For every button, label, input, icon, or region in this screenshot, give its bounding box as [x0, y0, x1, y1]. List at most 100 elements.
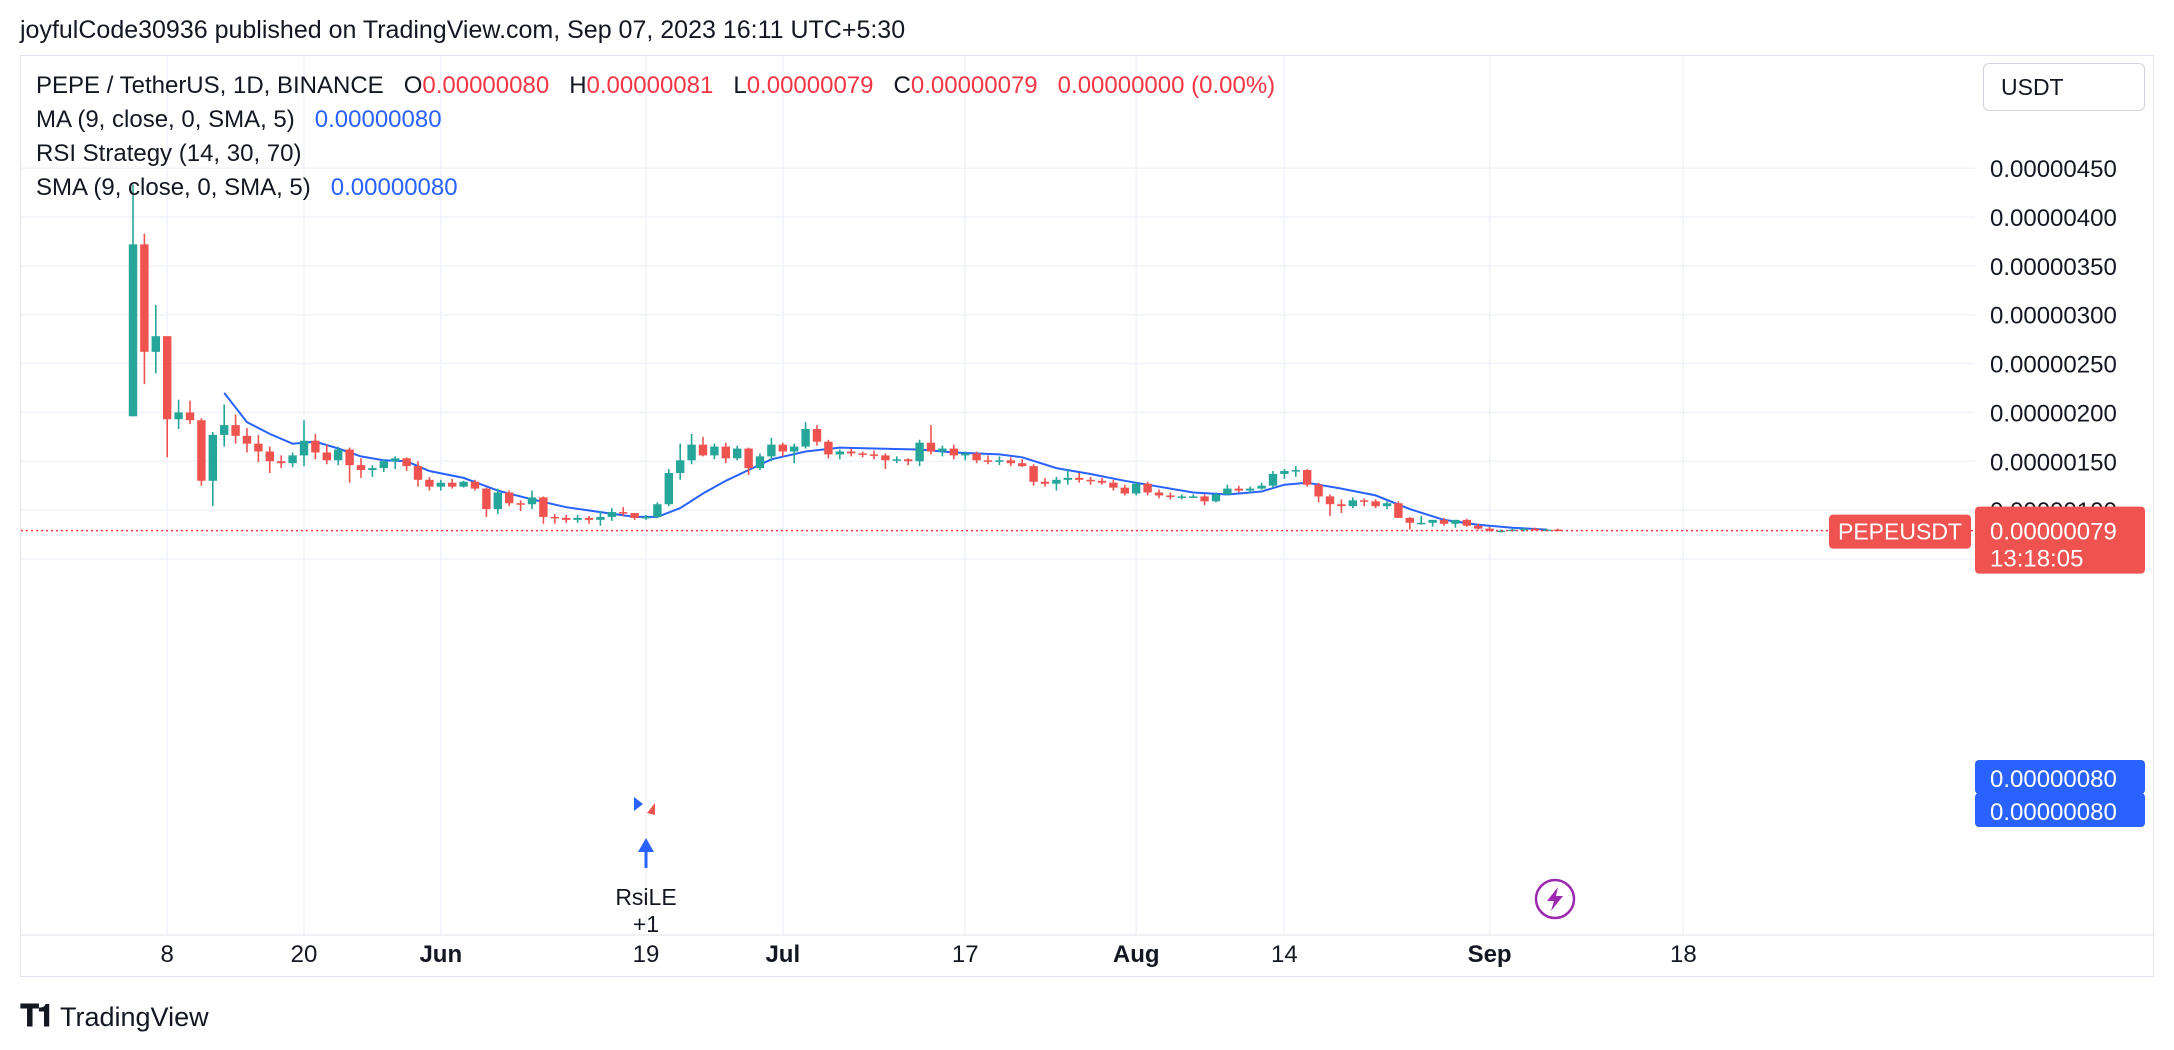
currency-button[interactable]: USDT: [1983, 63, 2145, 111]
candle: [1428, 519, 1437, 527]
candle-body: [345, 449, 354, 466]
candle: [1531, 527, 1540, 531]
candle: [995, 456, 1004, 466]
legend-close-label: C: [893, 72, 911, 99]
legend-high-label: H: [569, 72, 587, 99]
candle-body: [1519, 528, 1528, 531]
candle-body: [1428, 519, 1437, 523]
countdown-label-text: 13:18:05: [1990, 546, 2083, 573]
candle-body: [322, 452, 331, 461]
candle-body: [140, 244, 149, 352]
x-tick-label: 19: [633, 941, 660, 968]
symbol-tag-bg: [1829, 514, 1971, 549]
candle: [1394, 501, 1403, 518]
candle: [1075, 472, 1084, 483]
candle-body: [824, 441, 833, 455]
candle: [1280, 469, 1289, 479]
candle: [983, 455, 993, 465]
candle-body: [1200, 496, 1209, 502]
legend-change: 0.00000000 (0.00%): [1057, 72, 1276, 99]
candle: [459, 480, 468, 488]
candle-body: [653, 504, 662, 517]
candle: [1474, 523, 1483, 530]
candle: [470, 479, 480, 491]
candle: [1109, 479, 1118, 491]
candle-body: [1439, 519, 1449, 524]
candle: [1040, 477, 1050, 487]
candle-body: [1234, 488, 1243, 491]
candle-body: [744, 448, 753, 469]
candle-body: [413, 466, 423, 480]
candle-body: [231, 425, 240, 436]
candle: [1246, 486, 1255, 493]
signal-arrow-icon: [638, 838, 654, 852]
candle-body: [915, 442, 924, 462]
candle-body: [1086, 479, 1095, 482]
candle-body: [881, 455, 890, 461]
legend-sma-label: SMA (9, close, 0, SMA, 5): [36, 174, 311, 201]
candle: [1166, 492, 1175, 500]
candle: [1257, 482, 1266, 490]
candle-body: [1189, 496, 1198, 498]
candle-body: [584, 517, 594, 520]
candle: [402, 457, 411, 472]
candle: [1006, 457, 1015, 467]
time-axis[interactable]: 8 20 Jun 19 Jul 17 Aug 14 Sep 18: [21, 934, 2154, 968]
candle-body: [1097, 480, 1107, 483]
candle-body: [1382, 503, 1392, 507]
y-tick-label: 0.00000200: [1990, 400, 2117, 427]
legend-sma-value: 0.00000080: [330, 174, 458, 201]
y-tick-label: 0.00000300: [1990, 303, 2117, 330]
candle: [448, 478, 457, 489]
candle-body: [470, 481, 480, 489]
candle: [801, 422, 810, 449]
candle: [345, 447, 354, 483]
candle-body: [1314, 484, 1323, 497]
legend-open-label: O: [403, 72, 423, 99]
candle: [311, 433, 320, 460]
candle-body: [710, 446, 719, 456]
candle: [265, 446, 274, 473]
candle: [755, 453, 765, 471]
candle: [242, 428, 252, 453]
y-tick-label: 0.00000150: [1990, 449, 2117, 476]
candle-body: [892, 459, 901, 461]
candle-body: [539, 497, 548, 517]
candle: [607, 508, 616, 521]
y-tick-label: 0.00000400: [1990, 205, 2117, 232]
candle-body: [1006, 460, 1015, 464]
tradingview-logo-text: TradingView: [60, 1001, 209, 1032]
legend-rsi-row[interactable]: RSI Strategy (14, 30, 70): [36, 140, 301, 168]
candle: [1382, 501, 1392, 510]
currency-label: USDT: [2001, 73, 2064, 100]
candle: [630, 513, 639, 520]
candle-body: [448, 482, 457, 487]
candle: [869, 450, 879, 460]
legend-ma-row[interactable]: MA (9, close, 0, SMA, 5) 0.00000080: [36, 106, 442, 134]
candle-body: [1485, 528, 1494, 531]
signal-markers: RsiLE+1: [615, 797, 1576, 937]
x-tick-label: 14: [1271, 941, 1298, 968]
candle-body: [1268, 473, 1278, 486]
candle-body: [904, 459, 913, 462]
candle-body: [220, 425, 229, 435]
legend-sma-row[interactable]: SMA (9, close, 0, SMA, 5) 0.00000080: [36, 174, 458, 202]
candle-body: [1177, 496, 1186, 498]
candle: [1291, 466, 1300, 477]
x-tick-label: 17: [952, 941, 979, 968]
candle: [277, 455, 286, 469]
legend-ohlc-row: PEPE / TetherUS, 1D, BINANCE O0.00000080…: [36, 72, 1275, 100]
candle-body: [151, 336, 160, 352]
candle: [1314, 482, 1323, 503]
legend-symbol[interactable]: PEPE / TetherUS, 1D, BINANCE: [36, 72, 384, 99]
candle-body: [607, 512, 616, 517]
candle-body: [505, 492, 514, 504]
candle: [1029, 464, 1038, 486]
candle: [733, 445, 742, 461]
tradingview-logo[interactable]: 𝐓𝟏 TradingView: [20, 1000, 209, 1034]
candle: [413, 461, 423, 487]
candle-body: [1451, 519, 1460, 524]
candle: [1132, 481, 1141, 496]
x-tick-label: 18: [1670, 941, 1697, 968]
